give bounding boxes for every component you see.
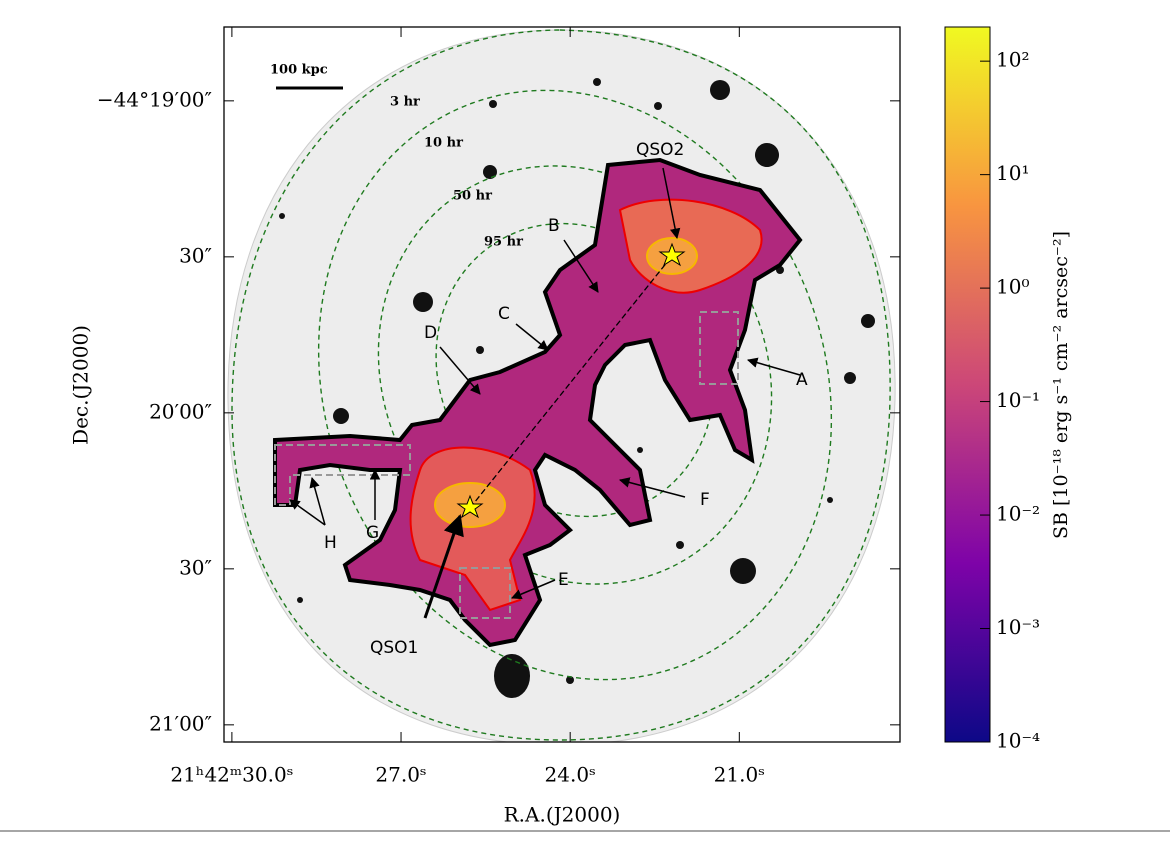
colorbar-tick-label: 10² bbox=[996, 48, 1029, 72]
y-tick-label: −44°19′00″ bbox=[97, 87, 212, 111]
colorbar-tick-label: 10¹ bbox=[996, 161, 1029, 185]
image: 100 kpc 3 hr 10 hr 50 hr 95 hr QSO1 QSO2… bbox=[227, 29, 896, 742]
contour-label: 10 hr bbox=[424, 136, 463, 151]
annotation: F bbox=[700, 490, 710, 510]
annotation: H bbox=[324, 533, 337, 553]
annotation: D bbox=[424, 323, 437, 343]
colorbar-tick-label: 10⁰ bbox=[996, 275, 1029, 299]
annotation: A bbox=[796, 370, 808, 390]
annotation: C bbox=[498, 304, 510, 324]
annotation: QSO2 bbox=[636, 140, 684, 160]
colorbar-tick-label: 10⁻² bbox=[996, 502, 1040, 526]
annotation: G bbox=[366, 523, 379, 543]
contour-label: 95 hr bbox=[484, 235, 523, 250]
x-tick-label: 24.0ˢ bbox=[545, 763, 596, 787]
x-tick-label: 21ʰ42ᵐ30.0ˢ bbox=[170, 763, 293, 787]
y-tick-label: 20′00″ bbox=[149, 399, 212, 423]
contour-label: 3 hr bbox=[390, 95, 420, 110]
colorbar-tick-label: 10⁻³ bbox=[996, 615, 1040, 639]
annotation: QSO1 bbox=[370, 638, 418, 658]
colorbar bbox=[944, 26, 991, 743]
contour-label: 50 hr bbox=[453, 189, 492, 204]
y-tick-label: 30″ bbox=[179, 243, 212, 267]
x-tick-label: 27.0ˢ bbox=[375, 763, 426, 787]
axes-frame bbox=[223, 26, 901, 743]
y-tick-label: 30″ bbox=[179, 555, 212, 579]
colorbar-tick-label: 10⁻⁴ bbox=[996, 729, 1040, 753]
y-tick-label: 21′00″ bbox=[149, 711, 212, 735]
x-tick-label: 21.0ˢ bbox=[714, 763, 765, 787]
annotation: B bbox=[548, 216, 560, 236]
scale-bar-label: 100 kpc bbox=[270, 63, 328, 78]
x-axis-label: R.A.(J2000) bbox=[504, 803, 621, 827]
colorbar-label: SB [10⁻¹⁸ erg s⁻¹ cm⁻² arcsec⁻²] bbox=[1050, 231, 1072, 539]
colorbar-tick-label: 10⁻¹ bbox=[996, 388, 1040, 412]
annotation: E bbox=[558, 570, 569, 590]
y-axis-label: Dec.(J2000) bbox=[69, 325, 93, 445]
